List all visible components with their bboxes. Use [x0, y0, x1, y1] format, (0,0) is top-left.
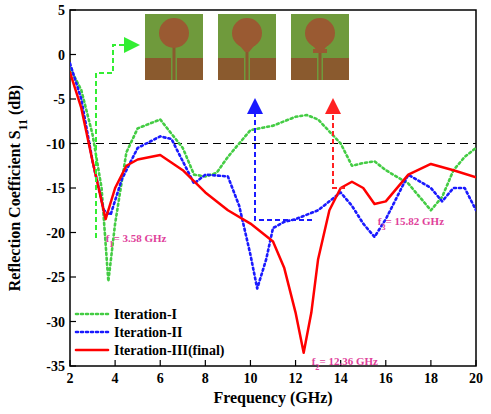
plot-area — [70, 63, 476, 352]
x-tick-label: 2 — [67, 371, 74, 386]
series-line — [70, 72, 476, 352]
legend-label: Iteration-III(final) — [114, 343, 225, 359]
y-tick — [70, 321, 76, 322]
x-tick-label: 8 — [202, 371, 209, 386]
y-tick — [70, 276, 76, 277]
x-tick — [295, 360, 296, 366]
x-tick-label: 12 — [289, 371, 303, 386]
taper — [308, 40, 332, 52]
y-tick — [70, 9, 76, 10]
y-tick-label: -15 — [46, 181, 65, 196]
substrate — [145, 14, 203, 80]
x-tick-label: 6 — [157, 371, 164, 386]
legend-label: Iteration-I — [114, 307, 177, 322]
x-tick — [69, 360, 70, 366]
y-tick-label: 5 — [58, 3, 65, 18]
x-tick — [475, 360, 476, 366]
y-tick-label: -25 — [46, 270, 65, 285]
annotation: f2= 12.36 GHz — [312, 355, 378, 372]
pointer-arrow — [333, 100, 345, 188]
x-tick-label: 20 — [469, 371, 483, 386]
substrate — [218, 14, 276, 80]
x-tick — [160, 360, 161, 366]
y-tick-label: -5 — [53, 92, 65, 107]
feed-line — [173, 44, 176, 80]
legend-label: Iteration-II — [114, 325, 182, 340]
plot-frame — [70, 10, 476, 366]
y-tick-label: 0 — [58, 48, 65, 63]
taper — [235, 40, 259, 52]
antenna-photo — [218, 14, 276, 80]
stub — [313, 49, 327, 53]
y-tick — [70, 365, 76, 366]
y-tick — [70, 54, 76, 55]
x-tick-label: 16 — [379, 371, 393, 386]
x-tick-label: 10 — [243, 371, 257, 386]
x-tick — [385, 360, 386, 366]
series-line — [70, 63, 476, 288]
x-tick — [205, 360, 206, 366]
legend-swatch — [76, 349, 108, 352]
x-tick — [250, 360, 251, 366]
y-axis-title: Reflection Coefficient S11 (dB) — [6, 85, 30, 291]
legend-swatch — [76, 313, 108, 316]
annotation: f3= 15.82 GHz — [378, 215, 444, 232]
chart: 2 4 6 8 10 12 14 16 18 20 -35 -30 -25 -20 -15 -10 -5 0 5 Fr… — [0, 0, 491, 414]
y-tick — [70, 232, 76, 233]
radiator — [159, 18, 189, 48]
substrate — [291, 14, 349, 80]
y-tick-label: -30 — [46, 315, 65, 330]
y-tick-label: -10 — [46, 137, 65, 152]
pointer-arrow — [96, 45, 138, 238]
legend-swatch — [76, 331, 108, 334]
antenna-photo — [291, 14, 349, 80]
x-tick-label: 4 — [112, 371, 119, 386]
x-axis-title: Frequency (GHz) — [213, 389, 332, 407]
annotation: f1= 3.58 GHz — [106, 232, 167, 249]
y-tick — [70, 187, 76, 188]
x-tick-label: 14 — [334, 371, 348, 386]
antenna-photo — [145, 14, 203, 80]
y-tick-label: -20 — [46, 226, 65, 241]
series-line — [70, 68, 476, 282]
y-tick — [70, 98, 76, 99]
y-tick-label: -35 — [46, 359, 65, 374]
x-tick — [430, 360, 431, 366]
x-tick — [115, 360, 116, 366]
pointer-arrow — [255, 100, 312, 220]
x-tick-label: 18 — [424, 371, 438, 386]
